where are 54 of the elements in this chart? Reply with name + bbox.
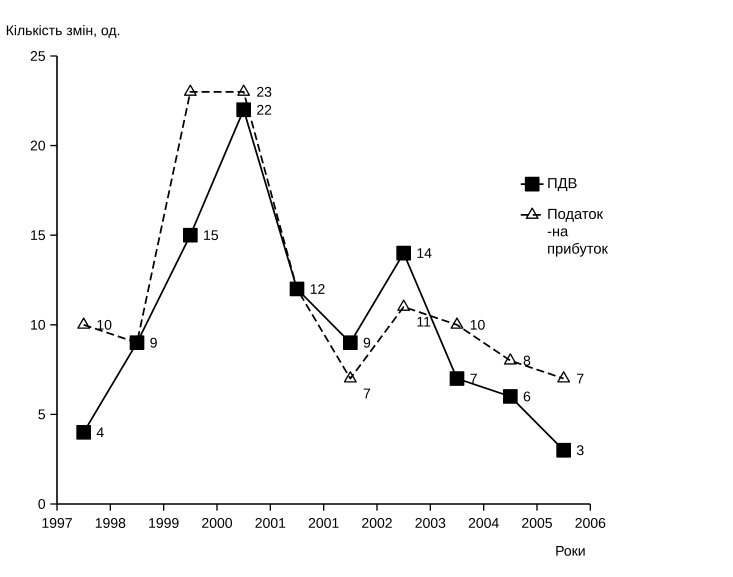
data-label: 3 bbox=[576, 445, 584, 456]
text: 1997 bbox=[42, 518, 72, 528]
data-label: 10 bbox=[470, 320, 485, 330]
y-tick-label: 20 bbox=[30, 140, 46, 151]
point bbox=[450, 371, 464, 386]
data-label: 23 bbox=[257, 86, 272, 97]
data-label: 7 bbox=[577, 374, 584, 384]
y-tick-label: 5 bbox=[38, 410, 46, 420]
x-axis-title: Роки bbox=[556, 546, 585, 556]
data-label: 15 bbox=[204, 230, 218, 240]
text: 2001 bbox=[308, 518, 339, 528]
y-axis-title: Кількість змін, од. bbox=[6, 25, 120, 38]
point bbox=[237, 84, 250, 96]
point bbox=[342, 335, 358, 350]
data-label: 14 bbox=[417, 248, 432, 258]
text: 1999 bbox=[149, 518, 179, 528]
data-label: 10 bbox=[97, 320, 112, 330]
point bbox=[77, 317, 90, 329]
data-label: 22 bbox=[257, 104, 272, 115]
text: 2005 bbox=[522, 518, 552, 528]
text: 2003 bbox=[415, 518, 446, 528]
data-label: 9 bbox=[150, 338, 157, 348]
y-tick-label: 0 bbox=[38, 499, 46, 509]
data-label: 11 bbox=[417, 316, 430, 327]
point bbox=[397, 300, 410, 311]
text: 1998 bbox=[96, 518, 126, 528]
point bbox=[344, 371, 357, 383]
legend-label: ПДВ bbox=[548, 178, 577, 192]
point bbox=[236, 102, 251, 118]
data-label: 7 bbox=[470, 374, 477, 384]
text: 2000 bbox=[202, 518, 232, 528]
data-label: 12 bbox=[310, 284, 325, 294]
data-label: 9 bbox=[364, 338, 370, 348]
y-tick-label: 10 bbox=[31, 320, 46, 330]
text: 2001 bbox=[255, 518, 286, 528]
y-tick-label: 15 bbox=[31, 230, 46, 240]
data-label: 4 bbox=[96, 428, 104, 438]
y-tick-label: 25 bbox=[30, 51, 46, 61]
point bbox=[502, 389, 518, 404]
point bbox=[450, 317, 464, 329]
text: 2004 bbox=[468, 518, 499, 528]
point bbox=[557, 371, 570, 383]
data-label: 6 bbox=[524, 392, 530, 402]
data-label: 7 bbox=[364, 388, 370, 398]
legend-label: Податок -на прибуток bbox=[548, 208, 608, 257]
point bbox=[184, 84, 197, 96]
point bbox=[182, 228, 198, 243]
text: 2006 bbox=[575, 518, 606, 528]
point bbox=[396, 246, 411, 260]
point bbox=[504, 353, 517, 365]
point bbox=[76, 424, 92, 440]
data-label: 8 bbox=[524, 356, 530, 366]
point bbox=[556, 442, 571, 458]
text: 2002 bbox=[362, 518, 392, 528]
